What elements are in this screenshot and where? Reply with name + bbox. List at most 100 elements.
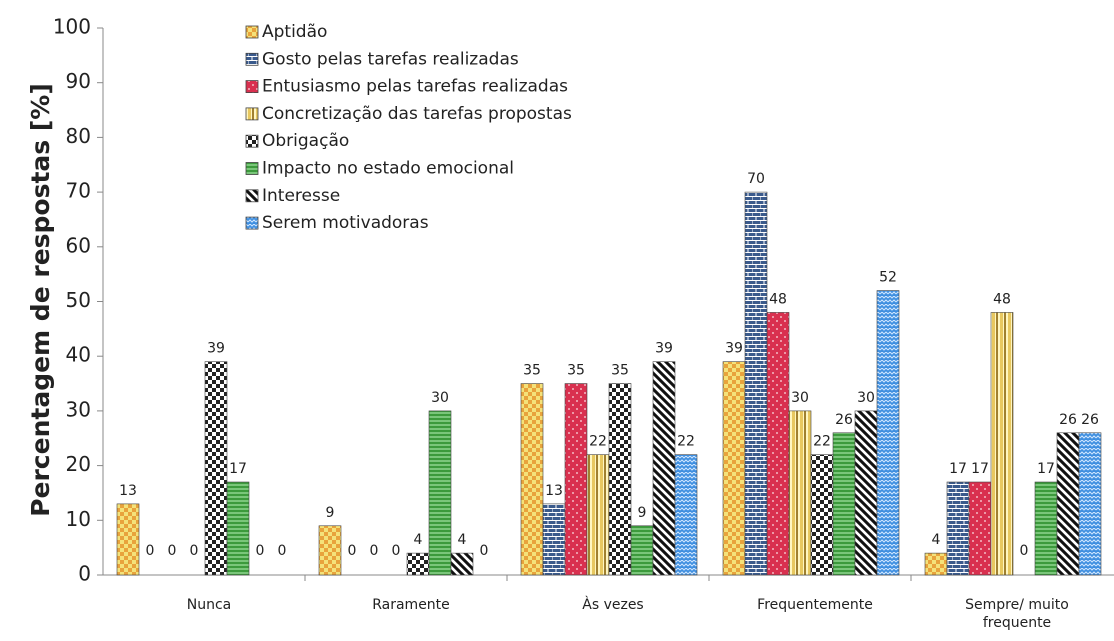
bar xyxy=(226,481,250,576)
legend-label: Aptidão xyxy=(262,22,327,42)
bar xyxy=(854,410,878,576)
data-label: 9 xyxy=(326,505,335,521)
legend-label: Gosto pelas tarefas realizadas xyxy=(262,49,519,69)
data-label: 0 xyxy=(480,543,489,559)
legend-swatch xyxy=(245,80,259,93)
bar xyxy=(1078,432,1102,576)
y-tick-label: 0 xyxy=(78,562,91,586)
bar xyxy=(406,552,430,576)
legend-swatch xyxy=(245,52,259,66)
bar xyxy=(318,525,342,576)
y-tick-label: 20 xyxy=(66,452,91,476)
data-label: 0 xyxy=(190,543,199,559)
bar xyxy=(204,361,228,576)
bar xyxy=(608,383,632,576)
data-label: 9 xyxy=(638,505,647,521)
legend-label: Obrigação xyxy=(262,131,349,151)
y-tick-label: 80 xyxy=(66,124,91,148)
legend-label: Concretização das tarefas propostas xyxy=(262,104,572,124)
bar xyxy=(652,361,676,576)
data-label: 0 xyxy=(348,543,357,559)
y-tick-label: 30 xyxy=(66,397,91,421)
y-tick-label: 50 xyxy=(66,288,91,312)
bar xyxy=(564,383,588,576)
bar xyxy=(744,191,768,576)
data-label: 48 xyxy=(993,291,1011,307)
data-label: 0 xyxy=(278,543,287,559)
bar xyxy=(428,410,452,576)
data-label: 39 xyxy=(655,341,673,357)
data-label: 22 xyxy=(677,434,695,450)
y-tick-label: 40 xyxy=(66,343,91,367)
bar xyxy=(722,361,746,576)
bar xyxy=(946,481,970,576)
data-label: 13 xyxy=(545,483,563,499)
x-tick-label: Às vezes xyxy=(582,597,644,613)
legend-swatch xyxy=(245,189,259,203)
legend-label: Entusiasmo pelas tarefas realizadas xyxy=(262,77,568,97)
data-label: 0 xyxy=(370,543,379,559)
data-label: 0 xyxy=(256,543,265,559)
bar xyxy=(810,454,834,576)
legend-swatch xyxy=(245,107,259,121)
data-label: 30 xyxy=(431,390,449,406)
data-label: 0 xyxy=(1020,543,1029,559)
x-tick-label: Frequentemente xyxy=(757,597,873,613)
bar xyxy=(630,525,654,576)
data-label: 39 xyxy=(725,341,743,357)
bar xyxy=(990,312,1014,576)
data-label: 30 xyxy=(857,390,875,406)
data-label: 0 xyxy=(168,543,177,559)
y-tick-label: 90 xyxy=(66,69,91,93)
data-label: 4 xyxy=(932,532,941,548)
legend-swatch xyxy=(245,216,259,230)
bar xyxy=(586,454,610,576)
data-label: 0 xyxy=(146,543,155,559)
data-label: 13 xyxy=(119,483,137,499)
data-label: 4 xyxy=(414,532,423,548)
legend-swatch xyxy=(245,134,259,148)
data-label: 35 xyxy=(611,363,629,379)
data-label: 17 xyxy=(1037,461,1055,477)
data-label: 26 xyxy=(1059,412,1077,428)
data-label: 30 xyxy=(791,390,809,406)
bar xyxy=(766,312,790,576)
data-label: 39 xyxy=(207,341,225,357)
bar xyxy=(968,481,992,576)
data-label: 35 xyxy=(523,363,541,379)
x-tick-label: Sempre/ muito frequente xyxy=(965,597,1069,631)
y-tick-label: 60 xyxy=(66,233,91,257)
data-label: 26 xyxy=(1081,412,1099,428)
data-label: 70 xyxy=(747,171,765,187)
bar xyxy=(1034,481,1058,576)
legend-label: Impacto no estado emocional xyxy=(262,159,514,179)
bar xyxy=(788,410,812,576)
bar xyxy=(520,383,544,576)
legend-swatch xyxy=(245,162,259,175)
y-tick-label: 100 xyxy=(53,15,91,39)
bar xyxy=(542,503,566,576)
bar xyxy=(116,503,140,576)
data-label: 17 xyxy=(229,461,247,477)
data-label: 22 xyxy=(589,434,607,450)
data-label: 22 xyxy=(813,434,831,450)
bar xyxy=(924,552,948,576)
legend-label: Interesse xyxy=(262,186,340,206)
data-label: 17 xyxy=(949,461,967,477)
bar xyxy=(674,454,698,576)
y-tick-label: 70 xyxy=(66,179,91,203)
data-label: 17 xyxy=(971,461,989,477)
data-label: 26 xyxy=(835,412,853,428)
legend-swatch xyxy=(245,25,259,39)
bar xyxy=(832,432,856,576)
bar xyxy=(1056,432,1080,576)
data-label: 35 xyxy=(567,363,585,379)
data-label: 4 xyxy=(458,532,467,548)
x-tick-label: Raramente xyxy=(372,597,450,613)
y-axis-title: Percentagem de respostas [%] xyxy=(26,83,55,517)
data-label: 52 xyxy=(879,270,897,286)
data-label: 48 xyxy=(769,291,787,307)
bar xyxy=(450,552,474,576)
